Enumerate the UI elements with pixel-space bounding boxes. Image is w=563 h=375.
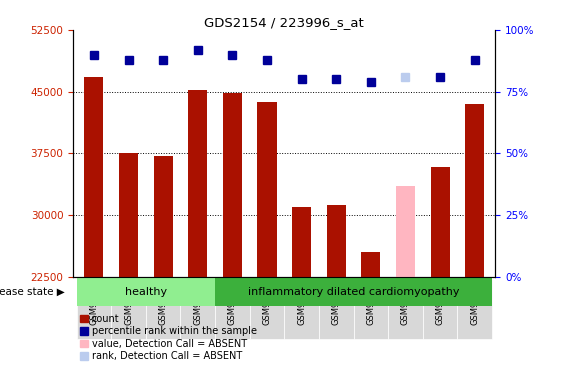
Bar bbox=[319, 277, 354, 339]
Text: GSM94854: GSM94854 bbox=[124, 279, 133, 325]
Text: GSM94831: GSM94831 bbox=[90, 279, 99, 325]
Text: GSM94870: GSM94870 bbox=[193, 279, 202, 325]
Text: GSM94837: GSM94837 bbox=[262, 279, 271, 325]
Bar bbox=[77, 277, 111, 339]
Text: GSM94836: GSM94836 bbox=[228, 279, 237, 325]
Bar bbox=[215, 279, 492, 306]
Bar bbox=[396, 186, 415, 277]
Text: GSM94843: GSM94843 bbox=[470, 279, 479, 325]
Bar bbox=[181, 277, 215, 339]
Bar bbox=[257, 102, 276, 277]
Bar bbox=[431, 168, 450, 277]
Bar bbox=[327, 206, 346, 277]
Bar bbox=[119, 153, 138, 277]
Bar bbox=[361, 252, 381, 277]
Bar bbox=[457, 277, 492, 339]
Bar bbox=[84, 77, 104, 277]
Text: healthy: healthy bbox=[125, 287, 167, 297]
Text: disease state ▶: disease state ▶ bbox=[0, 287, 65, 297]
Text: GSM94842: GSM94842 bbox=[436, 279, 445, 325]
Bar bbox=[215, 277, 250, 339]
Bar bbox=[423, 277, 457, 339]
Title: GDS2154 / 223996_s_at: GDS2154 / 223996_s_at bbox=[204, 16, 364, 29]
Bar bbox=[388, 277, 423, 339]
Text: GSM94839: GSM94839 bbox=[332, 279, 341, 325]
Bar bbox=[223, 93, 242, 277]
Text: GSM94840: GSM94840 bbox=[367, 279, 376, 325]
Bar bbox=[188, 90, 207, 277]
Bar bbox=[154, 156, 173, 277]
Bar bbox=[77, 279, 215, 306]
Text: GSM94841: GSM94841 bbox=[401, 279, 410, 325]
Text: GSM94838: GSM94838 bbox=[297, 279, 306, 325]
Bar bbox=[146, 277, 181, 339]
Bar bbox=[354, 277, 388, 339]
Bar bbox=[465, 104, 484, 277]
Legend: count, percentile rank within the sample, value, Detection Call = ABSENT, rank, : count, percentile rank within the sample… bbox=[78, 312, 258, 363]
Text: inflammatory dilated cardiomyopathy: inflammatory dilated cardiomyopathy bbox=[248, 287, 459, 297]
Text: GSM94855: GSM94855 bbox=[159, 279, 168, 325]
Bar bbox=[250, 277, 284, 339]
Bar bbox=[292, 207, 311, 277]
Bar bbox=[111, 277, 146, 339]
Bar bbox=[284, 277, 319, 339]
